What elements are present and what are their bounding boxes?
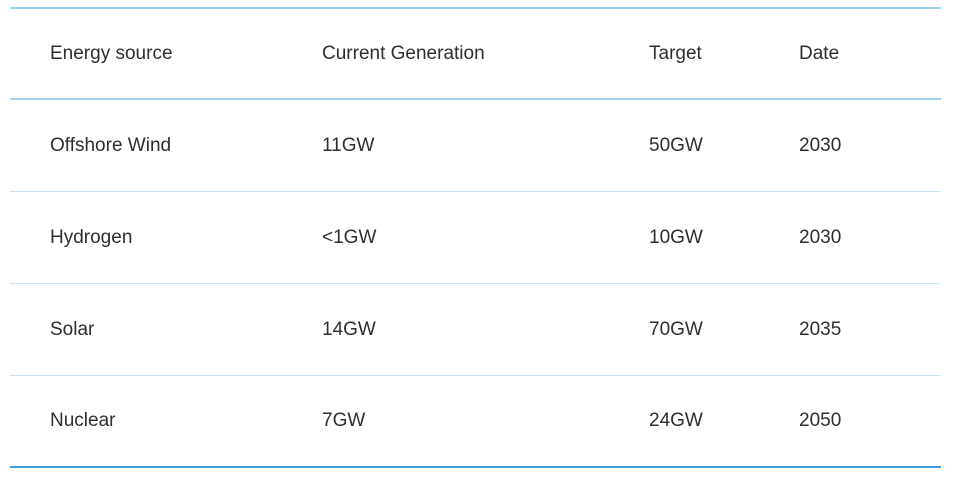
cell-date: 2030 [799, 134, 842, 156]
cell-current-generation: <1GW [322, 226, 377, 248]
header-current-generation: Current Generation [322, 42, 485, 64]
table-row: Hydrogen <1GW 10GW 2030 [10, 192, 941, 284]
cell-energy-source: Solar [50, 318, 95, 340]
cell-target: 24GW [649, 410, 703, 431]
cell-date: 2035 [799, 318, 842, 340]
cell-energy-source: Offshore Wind [50, 134, 172, 156]
header-energy-source: Energy source [50, 42, 173, 64]
energy-table: Energy source Current Generation Target … [10, 7, 941, 468]
table-header-row: Energy source Current Generation Target … [10, 7, 941, 100]
cell-target: 50GW [649, 134, 703, 156]
table-row: Solar 14GW 70GW 2035 [10, 284, 941, 376]
cell-target: 70GW [649, 318, 703, 340]
cell-date: 2050 [799, 410, 842, 431]
cell-current-generation: 7GW [322, 410, 366, 431]
cell-energy-source: Nuclear [50, 410, 116, 431]
cell-target: 10GW [649, 226, 703, 248]
cell-current-generation: 14GW [322, 318, 376, 340]
table-row: Offshore Wind 11GW 50GW 2030 [10, 100, 941, 192]
cell-date: 2030 [799, 226, 842, 248]
header-date: Date [799, 42, 840, 64]
header-target: Target [649, 42, 702, 64]
cell-current-generation: 11GW [322, 134, 375, 156]
cell-energy-source: Hydrogen [50, 226, 133, 248]
table-row: Nuclear 7GW 24GW 2050 [10, 376, 941, 468]
